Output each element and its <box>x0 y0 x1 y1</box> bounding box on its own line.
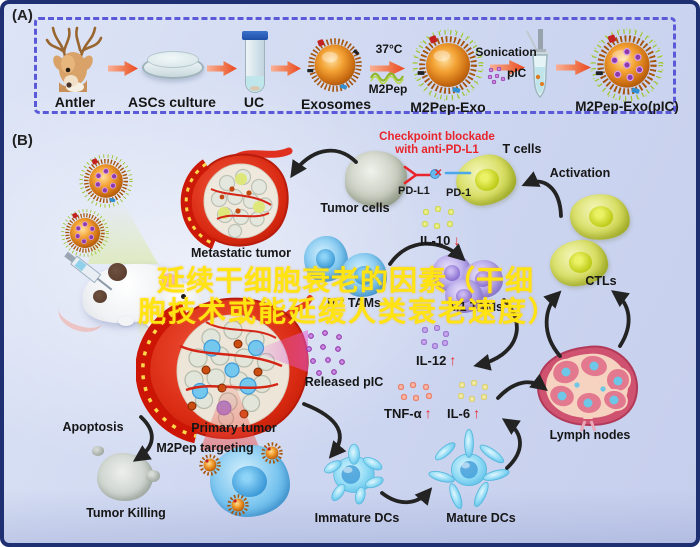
tube-cap <box>242 31 268 40</box>
lymph-node-illustration <box>536 345 639 432</box>
m2-tam-cell <box>341 253 387 297</box>
m2pep-exo-pic-label: M2Pep-Exo(pIC) <box>575 99 679 114</box>
injected-exosome-icon <box>61 209 109 257</box>
il12-label: IL-12 ↑ <box>416 353 456 368</box>
il12-text: IL-12 <box>416 353 447 368</box>
m2pep-peptide-icon <box>370 72 404 84</box>
deer-icon <box>45 26 103 92</box>
ascs-culture-label: ASCs culture <box>128 94 216 110</box>
immature-dcs-label: Immature DCs <box>314 511 400 525</box>
mouse-leg <box>118 316 134 326</box>
uc-label: UC <box>243 94 265 110</box>
m2-tam-cell <box>304 236 348 282</box>
pic-label: pIC <box>507 66 527 80</box>
released-pic-label: Released pIC <box>304 375 384 389</box>
up-arrow-icon: ↑ <box>449 352 457 368</box>
ctl-cell-illustration <box>567 190 633 244</box>
primary-tumor-label: Primary tumor <box>191 421 277 435</box>
immature-dc-illustration <box>324 443 384 505</box>
metastatic-tumor-label: Metastatic tumor <box>190 246 292 260</box>
dead-cell-fragment <box>146 470 160 482</box>
il10-dots-icon <box>418 203 460 233</box>
primary-tumor-illustration <box>136 295 313 444</box>
mini-exosome-icon <box>227 494 249 516</box>
mature-dc-illustration <box>428 428 510 510</box>
il12-dots-icon <box>417 323 451 353</box>
up-arrow-icon: ↑ <box>473 405 481 421</box>
tnf-alpha-label: TNF-α ↑ <box>384 406 432 421</box>
checkpoint-blockade-label-line1: Checkpoint blockade <box>379 131 495 143</box>
mature-dcs-label: Mature DCs <box>446 511 516 525</box>
apoptosis-label: Apoptosis <box>62 420 124 434</box>
tnf-dots-icon <box>394 379 438 405</box>
watermark-line2: 胞技术或能延缓人类衰老速度） <box>138 296 559 327</box>
up-arrow-icon: ↑ <box>424 405 432 421</box>
tumor-cells-label: Tumor cells <box>320 201 390 215</box>
checkpoint-blockade-label-line2: with anti-PD-L1 <box>395 144 479 156</box>
tumor-cell-illustration <box>345 151 407 207</box>
m2pep-targeting-label: M2Pep targeting <box>156 441 254 455</box>
exosomes-label: Exosomes <box>300 96 372 112</box>
dead-cell-fragment <box>92 446 104 456</box>
exosome-icon <box>307 38 362 92</box>
pd-1-label: PD-1 <box>446 187 472 199</box>
arrow-activation <box>521 171 563 218</box>
syringe-icon <box>64 251 113 291</box>
anti-pd-l1-antibody-icon <box>403 165 472 185</box>
released-pic-dots-icon <box>303 328 349 380</box>
mini-exosome-icon <box>261 442 283 464</box>
pic-dots-icon <box>486 65 508 87</box>
watermark-line1: 延续干细胞衰老的因素（干细 <box>157 265 535 296</box>
mouse-eye <box>181 294 186 299</box>
down-arrow-icon: ↓ <box>453 232 461 248</box>
il6-label: IL-6 ↑ <box>447 406 480 421</box>
sonication-label: Sonication <box>475 45 537 59</box>
mouse-spot <box>108 263 127 281</box>
tube-body <box>245 40 265 93</box>
petri-dish-icon <box>142 51 204 79</box>
m2pep-exo-pic-icon <box>589 27 665 103</box>
m2-tams-label: M2 TAMs <box>327 296 381 310</box>
m2pep-exo-icon <box>411 28 485 102</box>
il10-text: IL-10 <box>420 233 451 248</box>
pd-l1-label: PD-L1 <box>398 185 430 197</box>
tnf-alpha-text: TNF-α <box>384 406 422 421</box>
mouse-spot <box>93 290 107 303</box>
injected-exosome-icon <box>79 154 133 208</box>
targeted-macrophage-cell <box>210 445 290 517</box>
m2pep-exo-label: M2Pep-Exo <box>410 99 486 115</box>
sonication-tube-icon <box>526 29 549 98</box>
t-cells-label: T cells <box>502 142 542 156</box>
temperature-label: 37°C <box>375 42 403 56</box>
il6-text: IL-6 <box>447 406 471 421</box>
centrifuge-tube-icon <box>242 31 268 93</box>
dead-tumor-cell-illustration <box>97 453 153 501</box>
lymph-nodes-label: Lymph nodes <box>549 428 631 442</box>
tube-sediment <box>250 86 260 91</box>
activation-label: Activation <box>549 166 611 180</box>
antler-label: Antler <box>54 94 96 110</box>
il10-label: IL-10 ↓ <box>420 233 460 248</box>
panel-a-label: (A) <box>12 7 33 24</box>
petri-dish-lid <box>147 51 199 68</box>
panel-a-dashed-border <box>34 17 676 114</box>
tumor-killing-label: Tumor Killing <box>86 506 166 520</box>
blocked-x-icon: ✕ <box>434 168 443 179</box>
m2pep-label: M2Pep <box>368 82 408 96</box>
il6-dots-icon <box>454 377 492 407</box>
mouse-ear <box>162 273 176 287</box>
panel-b-label: (B) <box>12 132 33 149</box>
arrow-lymph-to-ctls <box>611 290 631 348</box>
mini-exosome-icon <box>199 454 221 476</box>
ctls-label: CTLs <box>585 274 617 288</box>
metastatic-tumor-illustration <box>180 147 293 250</box>
